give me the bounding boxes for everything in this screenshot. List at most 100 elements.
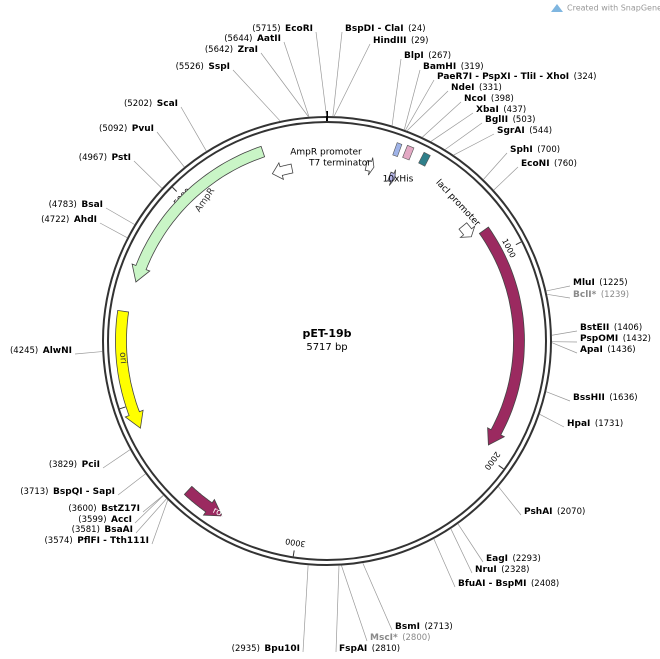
feature-arrow [387, 169, 396, 186]
enzyme-label: (2935) Bpu10I [232, 644, 300, 654]
enzyme-name: AhdI [74, 215, 97, 225]
enzyme-site: (503) [513, 115, 536, 125]
enzyme-leader [180, 106, 207, 152]
enzyme-label: XbaI (437) [476, 105, 526, 115]
enzyme-label: (5092) PvuI [99, 124, 154, 134]
enzyme-name: AccI [111, 515, 132, 525]
enzyme-label: PspOMI (1432) [580, 334, 651, 344]
enzyme-site: (1432) [623, 334, 651, 344]
enzyme-leader [362, 562, 393, 631]
tick-mark [292, 550, 295, 557]
enzyme-label: NruI (2328) [475, 565, 530, 575]
enzyme-name: PstI [112, 153, 131, 163]
enzyme-site: (1406) [614, 323, 642, 333]
enzyme-label: (3599) AccI [78, 515, 132, 525]
enzyme-name: BclI* [573, 290, 597, 300]
enzyme-site: (331) [479, 83, 502, 93]
feature-label: AmpR promoter [290, 148, 362, 158]
enzyme-name: MluI [573, 278, 595, 288]
enzyme-name: SgrAI [497, 126, 525, 136]
enzyme-label: (3713) BspQI - SapI [20, 487, 115, 497]
enzyme-label: PaeR7I - PspXI - TliI - XhoI (324) [437, 72, 597, 82]
enzyme-leader [341, 565, 368, 642]
enzyme-leader [405, 79, 435, 131]
snapgene-icon [551, 4, 563, 12]
enzyme-site: (544) [529, 126, 552, 136]
enzyme-label: BsmI (2713) [395, 622, 453, 632]
plasmid-length: 5717 bp [306, 342, 347, 353]
tick-mark [172, 186, 178, 192]
enzyme-leader [102, 449, 131, 469]
enzyme-label: BfuAI - BspMI (2408) [458, 579, 559, 589]
enzyme-leader [142, 495, 164, 513]
enzyme-leader [156, 131, 185, 168]
watermark: Created with SnapGene® [551, 4, 660, 13]
enzyme-site: (2070) [557, 507, 585, 517]
enzyme-label: FspAI (2810) [339, 644, 400, 654]
enzyme-site: (324) [574, 72, 597, 82]
enzyme-leader [232, 69, 281, 122]
enzyme-label: PshAI (2070) [524, 507, 585, 517]
enzyme-name: BstZ17I [101, 504, 140, 514]
tick-mark [515, 241, 522, 246]
enzyme-leader [551, 330, 578, 336]
enzyme-leader [483, 152, 508, 180]
feature-arrow [364, 157, 375, 176]
enzyme-name: NruI [475, 565, 497, 575]
enzyme-site: (5715) [252, 24, 280, 34]
enzyme-name: EagI [486, 554, 508, 564]
enzyme-leader [117, 473, 146, 496]
enzyme-site: (1436) [607, 345, 635, 355]
enzyme-name: SspI [208, 62, 230, 72]
enzyme-leader [391, 58, 402, 126]
enzyme-site: (29) [411, 36, 428, 46]
enzyme-label: (4967) PstI [79, 153, 131, 163]
enzyme-label: BclI* (1239) [573, 290, 629, 300]
backbone-inner [107, 121, 547, 561]
enzyme-name: Bpu10I [264, 644, 300, 654]
enzyme-leader [74, 351, 103, 355]
enzyme-label: BstEII (1406) [580, 323, 642, 333]
enzyme-site: (4722) [41, 215, 69, 225]
enzyme-leader [403, 69, 421, 130]
enzyme-site: (1225) [599, 278, 627, 288]
enzyme-name: BsaI [81, 200, 103, 210]
enzyme-site: (5202) [124, 99, 152, 109]
enzyme-name: HpaI [567, 419, 590, 429]
enzyme-leader [335, 565, 340, 653]
feature-label: 10xHis [383, 175, 414, 185]
enzyme-label: SgrAI (544) [497, 126, 552, 136]
enzyme-site: (319) [461, 62, 484, 72]
feature-label: rop [211, 506, 229, 521]
enzyme-name: BspDI - ClaI [345, 24, 404, 34]
enzyme-site: (760) [554, 159, 577, 169]
enzyme-site: (5526) [176, 62, 204, 72]
feature-box [402, 144, 415, 161]
enzyme-label: HindIII (29) [373, 36, 428, 46]
enzyme-name: PflFI - Tth111I [77, 536, 149, 546]
enzyme-name: NcoI [464, 94, 486, 104]
enzyme-site: (267) [428, 51, 451, 61]
enzyme-leader [546, 285, 571, 292]
enzyme-label: (4783) BsaI [49, 200, 103, 210]
enzyme-leader [444, 122, 483, 150]
tick-mark [119, 406, 126, 410]
enzyme-leader [260, 52, 309, 117]
enzyme-site: (2328) [501, 565, 529, 575]
enzyme-site: (24) [408, 24, 425, 34]
enzyme-leader [105, 207, 135, 225]
feature-arrow [458, 222, 476, 238]
enzyme-label: ApaI (1436) [580, 345, 636, 355]
enzyme-leader [546, 391, 571, 402]
enzyme-name: MscI* [370, 633, 398, 643]
feature-label: ori [117, 352, 128, 365]
enzyme-leader [135, 498, 167, 534]
feature-box [418, 151, 431, 167]
enzyme-name: AatII [257, 34, 281, 44]
enzyme-name: EcoRI [285, 24, 313, 34]
enzyme-leader [151, 499, 169, 545]
enzyme-name: BstEII [580, 323, 609, 333]
tick-label: 3000 [285, 537, 307, 549]
enzyme-name: PaeR7I - PspXI - TliI - XhoI [437, 72, 569, 82]
backbone-outer [102, 116, 552, 566]
